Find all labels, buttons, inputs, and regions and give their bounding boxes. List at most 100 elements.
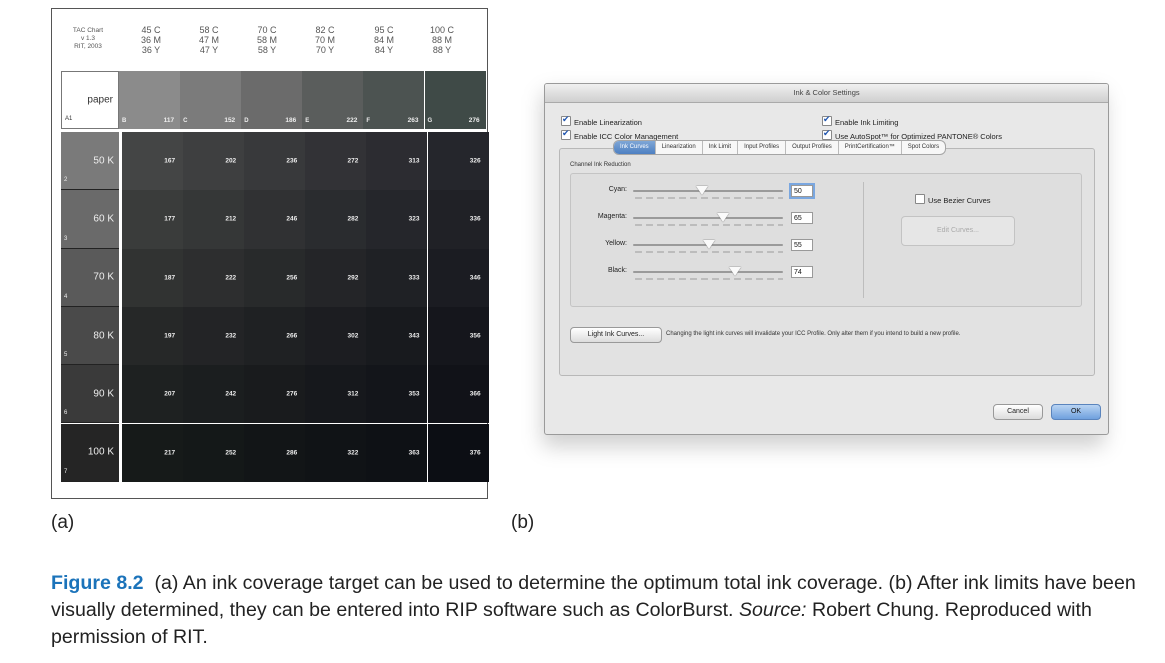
tac-cell: 222 xyxy=(183,248,245,307)
tac-row-paper: A1 paper B 117 C 152 D 186 E 222 F 263 G 276 xyxy=(61,71,486,129)
use-autospot-checkbox[interactable]: Use AutoSpot™ for Optimized PANTONE® Col… xyxy=(822,128,1002,141)
tab-ink-limit[interactable]: Ink Limit xyxy=(703,141,739,154)
cell-value: 366 xyxy=(469,390,481,398)
slider-value-field[interactable]: 74 xyxy=(791,266,813,278)
tac-cell: 302 xyxy=(305,306,367,366)
tab-output-profiles[interactable]: Output Profiles xyxy=(786,141,839,154)
cell-value: 333 xyxy=(408,274,420,282)
tac-cell: 292 xyxy=(305,248,367,307)
ok-button[interactable]: OK xyxy=(1051,404,1101,420)
cell-value: 313 xyxy=(408,157,420,165)
cell-value: 263 xyxy=(407,117,419,124)
row-label: paper xyxy=(87,94,113,106)
tab-printcertification[interactable]: PrintCertification™ xyxy=(839,141,902,154)
row-label-paper: A1 paper xyxy=(61,71,119,129)
slider-knob[interactable] xyxy=(696,186,708,195)
cell-value: 282 xyxy=(347,215,359,223)
checkbox-label: Enable Linearization xyxy=(574,118,642,127)
column-header-line: 58 C xyxy=(199,25,219,35)
slider-track[interactable] xyxy=(633,190,783,192)
cell-letter: C xyxy=(183,118,188,124)
cell-letter: D xyxy=(244,118,249,124)
checkbox-box[interactable] xyxy=(822,128,832,140)
ink-color-settings-dialog: Ink & Color Settings Enable Linearizatio… xyxy=(544,83,1109,435)
cell-value: 356 xyxy=(469,332,481,340)
row-label: 50 K xyxy=(93,155,114,167)
cell-value: 246 xyxy=(286,215,298,223)
tac-row: 6 90 K 207 242 276 312 353 366 xyxy=(61,365,489,424)
column-header-line: 70 Y xyxy=(315,45,335,55)
checkbox-box[interactable] xyxy=(561,128,571,140)
column-header-line: 84 M xyxy=(373,35,394,45)
tac-row: 3 60 K 177 212 246 282 323 336 xyxy=(61,190,489,249)
tac-cell: G 276 xyxy=(424,71,486,129)
tab-input-profiles[interactable]: Input Profiles xyxy=(738,141,787,154)
cell-value: 272 xyxy=(347,157,359,165)
cell-value: 346 xyxy=(469,274,481,282)
tac-cell: 167 xyxy=(122,132,184,191)
light-ink-curves-button[interactable]: Light Ink Curves... xyxy=(570,327,662,343)
enable-icc-checkbox[interactable]: Enable ICC Color Management xyxy=(561,128,679,141)
tac-cell: 282 xyxy=(305,190,367,249)
slider-label: Magenta: xyxy=(597,213,627,220)
tac-cell: 197 xyxy=(122,306,184,366)
slider-knob[interactable] xyxy=(729,267,742,276)
checkbox-box[interactable] xyxy=(822,114,832,126)
light-ink-warning: Changing the light ink curves will inval… xyxy=(666,331,961,337)
edit-curves-button[interactable]: Edit Curves... xyxy=(901,216,1015,246)
slider-track[interactable] xyxy=(633,217,783,219)
cell-value: 187 xyxy=(164,274,176,282)
cell-value: 256 xyxy=(286,274,298,282)
cancel-button[interactable]: Cancel xyxy=(993,404,1043,420)
tab-ink-curves[interactable]: Ink Curves xyxy=(614,141,656,154)
row-label-cell: 5 80 K xyxy=(61,306,119,366)
tac-cell: 276 xyxy=(244,365,306,424)
slider-value-field[interactable]: 50 xyxy=(791,185,813,197)
caption-source-text: Robert Chung. Reproduced with permission… xyxy=(51,599,1092,648)
cell-letter: E xyxy=(305,118,310,124)
column-header-line: 70 C xyxy=(257,25,277,35)
channel-ink-reduction-group: Cyan: 50 Magenta: 65 Yellow: 55 Black: 74 Use B… xyxy=(570,173,1082,307)
tac-cell: 252 xyxy=(183,423,245,482)
column-header-line: 70 M xyxy=(314,35,335,45)
tac-cell: B 117 xyxy=(119,71,181,129)
cell-value: 326 xyxy=(469,157,481,165)
figure-caption: Figure 8.2 (a) An ink coverage target ca… xyxy=(51,570,1151,651)
cell-value: 266 xyxy=(286,332,298,340)
checkbox-label: Use AutoSpot™ for Optimized PANTONE® Col… xyxy=(835,132,1002,141)
cell-value: 276 xyxy=(468,117,480,124)
checkbox-box[interactable] xyxy=(915,194,925,204)
cell-value: 336 xyxy=(469,215,481,223)
use-bezier-curves-checkbox[interactable]: Use Bezier Curves xyxy=(915,194,991,205)
cell-value: 117 xyxy=(163,117,175,124)
cell-value: 197 xyxy=(164,332,176,340)
cell-value: 232 xyxy=(225,332,237,340)
cell-letter: B xyxy=(122,118,127,124)
tab-linearization[interactable]: Linearization xyxy=(656,141,703,154)
row-index: 5 xyxy=(64,352,68,359)
column-header-line: 45 C xyxy=(141,25,161,35)
tab-spot-colors[interactable]: Spot Colors xyxy=(907,144,940,150)
tac-cell: 272 xyxy=(305,132,367,191)
corner-line: v 1.3 xyxy=(80,35,96,42)
tac-cell: E 222 xyxy=(302,71,364,129)
cell-value: 217 xyxy=(164,449,176,457)
figure-number: Figure 8.2 xyxy=(51,572,144,594)
cell-letter: G xyxy=(427,118,433,124)
row-label: 60 K xyxy=(93,213,114,225)
cell-value: 167 xyxy=(164,157,176,165)
tac-cell: 256 xyxy=(244,248,306,307)
slider-knob[interactable] xyxy=(716,213,729,222)
checkbox-label: Enable ICC Color Management xyxy=(574,132,679,141)
slider-track[interactable] xyxy=(633,271,783,273)
slider-value-field[interactable]: 55 xyxy=(791,239,813,251)
enable-linearization-checkbox[interactable]: Enable Linearization xyxy=(561,114,642,127)
slider-knob[interactable] xyxy=(702,240,715,249)
column-header: 100 C 88 M 88 Y xyxy=(420,25,464,55)
cell-value: 236 xyxy=(286,157,298,165)
checkbox-box[interactable] xyxy=(561,114,571,126)
slider-value-field[interactable]: 65 xyxy=(791,212,813,224)
tac-row: 4 70 K 187 222 256 292 333 346 xyxy=(61,248,489,307)
tac-cell: 313 xyxy=(366,132,428,191)
enable-ink-limiting-checkbox[interactable]: Enable Ink Limiting xyxy=(822,114,898,127)
